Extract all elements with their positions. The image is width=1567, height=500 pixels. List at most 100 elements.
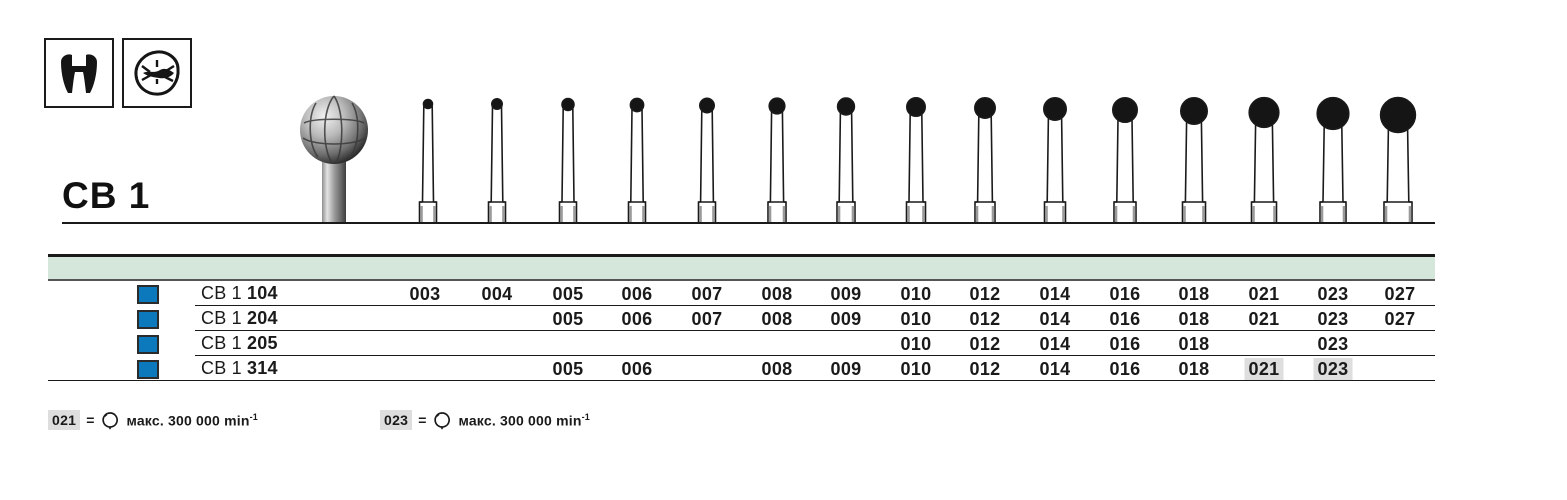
- rotation-speed-icon: [100, 410, 120, 430]
- color-swatch: [137, 335, 159, 354]
- bur-021: [1239, 94, 1289, 224]
- bur-003: [411, 94, 445, 224]
- size-cell-007[interactable]: 007: [691, 284, 723, 304]
- color-swatch: [137, 360, 159, 379]
- table-header-band: [48, 257, 1435, 279]
- size-cell-018[interactable]: 018: [1178, 359, 1210, 379]
- footnote-code: 023: [380, 410, 413, 430]
- table-row[interactable]: CB 1 205 010 012 014 016 018 023: [48, 331, 1435, 356]
- size-cell-010[interactable]: 010: [900, 334, 932, 354]
- bur-023: [1307, 94, 1359, 224]
- size-cell-003[interactable]: 003: [409, 284, 441, 304]
- color-swatch: [137, 285, 159, 304]
- size-cell-009[interactable]: 009: [830, 284, 862, 304]
- size-cell-023[interactable]: 023: [1313, 358, 1353, 381]
- size-cell-006[interactable]: 006: [621, 284, 653, 304]
- tooth-occlusal-view-icon: [122, 38, 192, 108]
- size-cell-012[interactable]: 012: [969, 359, 1001, 379]
- rotation-speed-icon: [432, 410, 452, 430]
- size-cell-014[interactable]: 014: [1039, 359, 1071, 379]
- row-label: CB 1 204: [201, 308, 278, 329]
- footnote-row: 021 = макс. 300 000 min-1 023 = макс. 300 000…: [48, 410, 1448, 436]
- size-cell-007[interactable]: 007: [691, 309, 723, 329]
- size-table: CB 1 104 003 004 005 006 007 008 009 010 012 014 01…: [48, 254, 1435, 381]
- row-label: CB 1 205: [201, 333, 278, 354]
- row-label-prefix: CB 1: [201, 283, 248, 303]
- pictogram-row: [44, 38, 192, 108]
- row-label-code: 205: [247, 333, 278, 353]
- footnote-text-base: макс. 300 000 min: [458, 412, 582, 429]
- bur-008: [759, 94, 795, 224]
- table-row[interactable]: CB 1 204 005 006 007 008 009 010 012 014 016 018 02…: [48, 306, 1435, 331]
- row-label: CB 1 104: [201, 283, 278, 304]
- table-body: CB 1 104 003 004 005 006 007 008 009 010 012 014 01…: [48, 281, 1435, 381]
- size-cell-023[interactable]: 023: [1317, 334, 1349, 354]
- size-cell-004[interactable]: 004: [481, 284, 513, 304]
- footnote-text: макс. 300 000 min-1: [126, 412, 258, 429]
- row-divider: [48, 379, 1435, 381]
- row-label: CB 1 314: [201, 358, 278, 379]
- size-cell-010[interactable]: 010: [900, 359, 932, 379]
- size-cell-021[interactable]: 021: [1244, 358, 1284, 381]
- bur-005: [551, 94, 585, 224]
- size-cell-016[interactable]: 016: [1109, 359, 1141, 379]
- size-cell-021[interactable]: 021: [1248, 284, 1280, 304]
- size-cell-010[interactable]: 010: [900, 309, 932, 329]
- row-label-prefix: CB 1: [201, 358, 248, 378]
- row-divider: [195, 304, 1435, 306]
- size-cell-014[interactable]: 014: [1039, 334, 1071, 354]
- size-cell-018[interactable]: 018: [1178, 309, 1210, 329]
- size-cell-005[interactable]: 005: [552, 309, 584, 329]
- bur-007: [690, 94, 724, 224]
- footnote-code: 021: [48, 410, 81, 430]
- row-label-code: 204: [247, 308, 278, 328]
- instrument-baseline-rule: [62, 222, 1435, 224]
- footnote-equals: =: [86, 412, 95, 428]
- row-label-code: 314: [247, 358, 278, 378]
- row-divider: [195, 354, 1435, 356]
- size-cell-018[interactable]: 018: [1178, 284, 1210, 304]
- size-cell-016[interactable]: 016: [1109, 334, 1141, 354]
- bur-012: [965, 94, 1005, 224]
- bur-014: [1034, 94, 1076, 224]
- bur-006: [620, 94, 654, 224]
- footnote-exponent: -1: [249, 411, 258, 422]
- size-cell-006[interactable]: 006: [621, 309, 653, 329]
- size-cell-008[interactable]: 008: [761, 284, 793, 304]
- footnote: 021 = макс. 300 000 min-1: [48, 410, 258, 430]
- size-cell-023[interactable]: 023: [1317, 284, 1349, 304]
- size-cell-006[interactable]: 006: [621, 359, 653, 379]
- size-cell-027[interactable]: 027: [1384, 309, 1416, 329]
- row-divider: [195, 329, 1435, 331]
- size-cell-014[interactable]: 014: [1039, 284, 1071, 304]
- bur-016: [1103, 94, 1147, 224]
- size-cell-021[interactable]: 021: [1248, 309, 1280, 329]
- footnote-text-base: макс. 300 000 min: [126, 412, 250, 429]
- size-cell-009[interactable]: 009: [830, 359, 862, 379]
- footnote: 023 = макс. 300 000 min-1: [380, 410, 590, 430]
- bur-010: [897, 94, 935, 224]
- size-cell-027[interactable]: 027: [1384, 284, 1416, 304]
- size-cell-010[interactable]: 010: [900, 284, 932, 304]
- size-cell-014[interactable]: 014: [1039, 309, 1071, 329]
- footnote-text: макс. 300 000 min-1: [458, 412, 590, 429]
- size-cell-023[interactable]: 023: [1317, 309, 1349, 329]
- footnote-equals: =: [418, 412, 427, 428]
- bur-004: [480, 94, 514, 224]
- table-top-rule: [48, 254, 1435, 257]
- size-cell-009[interactable]: 009: [830, 309, 862, 329]
- size-cell-008[interactable]: 008: [761, 359, 793, 379]
- size-cell-005[interactable]: 005: [552, 284, 584, 304]
- size-cell-016[interactable]: 016: [1109, 309, 1141, 329]
- size-cell-018[interactable]: 018: [1178, 334, 1210, 354]
- table-row[interactable]: CB 1 104 003 004 005 006 007 008 009 010 012 014 01…: [48, 281, 1435, 306]
- size-cell-005[interactable]: 005: [552, 359, 584, 379]
- row-label-prefix: CB 1: [201, 333, 248, 353]
- size-cell-012[interactable]: 012: [969, 284, 1001, 304]
- size-cell-008[interactable]: 008: [761, 309, 793, 329]
- size-cell-012[interactable]: 012: [969, 334, 1001, 354]
- size-cell-016[interactable]: 016: [1109, 284, 1141, 304]
- size-cell-012[interactable]: 012: [969, 309, 1001, 329]
- table-row[interactable]: CB 1 314 005 006 008 009 010 012 014 016 018 021 02…: [48, 356, 1435, 381]
